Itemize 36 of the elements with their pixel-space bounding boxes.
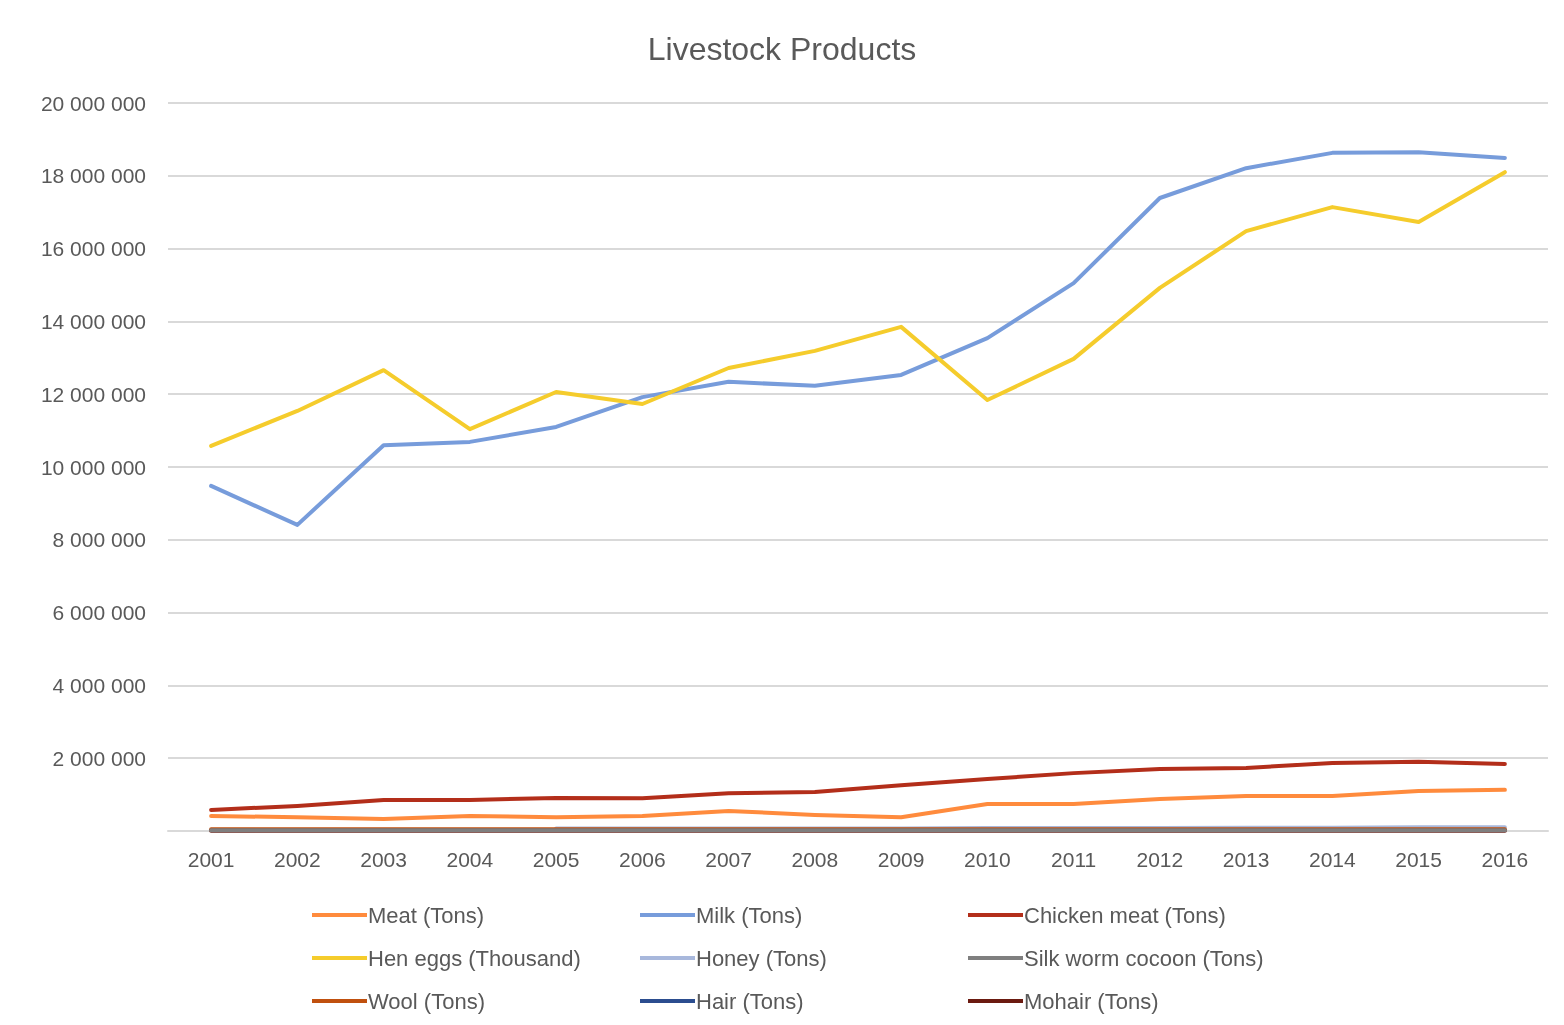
- y-tick-label: 14 000 000: [40, 309, 146, 333]
- y-tick-label: 10 000 000: [40, 455, 146, 479]
- x-tick-label: 2006: [619, 848, 666, 871]
- y-tick-label: 12 000 000: [40, 382, 146, 406]
- legend-label: Wool (Tons): [368, 988, 485, 1014]
- legend-label: Hair (Tons): [696, 988, 804, 1014]
- x-tick-label: 2013: [1222, 848, 1270, 871]
- x-tick-label: 2010: [964, 848, 1011, 871]
- x-tick-label: 2014: [1309, 848, 1357, 871]
- x-tick-label: 2012: [1136, 848, 1184, 871]
- x-tick-label: 2002: [274, 848, 321, 871]
- y-tick-label: 16 000 000: [40, 237, 146, 261]
- legend-label: Chicken meat (Tons): [1024, 902, 1226, 928]
- y-tick-label: 6 000 000: [52, 601, 146, 625]
- legend-label: Silk worm cocoon (Tons): [1024, 945, 1264, 971]
- x-tick-label: 2005: [532, 848, 580, 871]
- y-tick-label: 4 000 000: [52, 673, 146, 697]
- x-tick-label: 2007: [705, 848, 752, 871]
- x-tick-label: 2015: [1395, 848, 1442, 871]
- legend-label: Meat (Tons): [368, 902, 485, 928]
- legend-label: Mohair (Tons): [1024, 988, 1159, 1014]
- y-tick-label: 8 000 000: [52, 528, 146, 552]
- y-tick-label: 2 000 000: [52, 746, 146, 770]
- legend-label: Milk (Tons): [696, 902, 803, 928]
- x-tick-label: 2001: [187, 848, 235, 871]
- x-tick-label: 2003: [360, 848, 407, 871]
- x-tick-label: 2008: [791, 848, 839, 871]
- y-tick-label: 18 000 000: [40, 164, 146, 188]
- x-tick-label: 2016: [1481, 848, 1529, 871]
- chart-title: Livestock Products: [647, 31, 917, 67]
- legend-label: Hen eggs (Thousand): [368, 945, 581, 971]
- x-tick-label: 2009: [877, 848, 925, 871]
- y-tick-label: 20 000 000: [40, 91, 146, 115]
- x-tick-label: 2011: [1051, 848, 1097, 871]
- x-tick-label: 2004: [446, 848, 494, 871]
- legend-label: Honey (Tons): [696, 945, 827, 971]
